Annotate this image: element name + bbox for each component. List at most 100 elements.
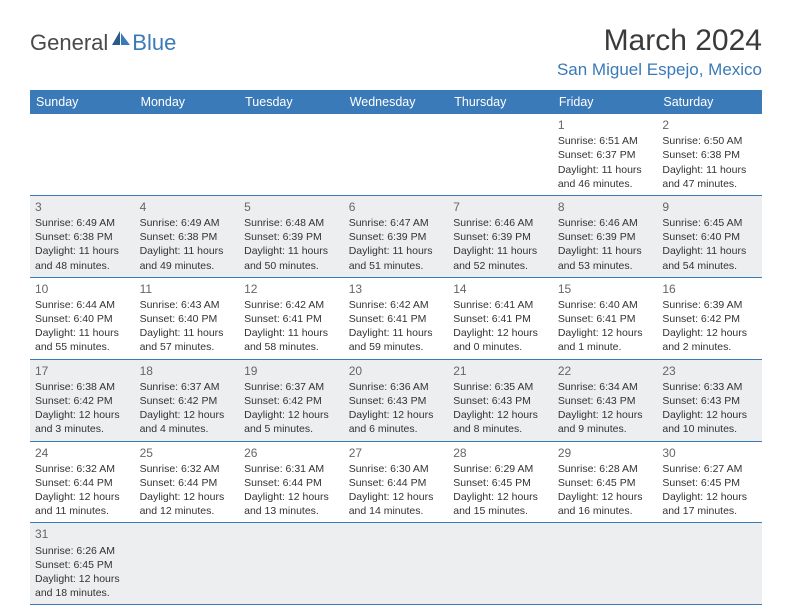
calendar-day-cell: 15Sunrise: 6:40 AMSunset: 6:41 PMDayligh… — [553, 277, 658, 359]
calendar-day-cell: 17Sunrise: 6:38 AMSunset: 6:42 PMDayligh… — [30, 359, 135, 441]
sunrise-text: Sunrise: 6:27 AM — [662, 462, 757, 476]
daylight-text: Daylight: 12 hours and 8 minutes. — [453, 408, 548, 436]
sunset-text: Sunset: 6:43 PM — [453, 394, 548, 408]
calendar-day-cell: 26Sunrise: 6:31 AMSunset: 6:44 PMDayligh… — [239, 441, 344, 523]
day-number: 17 — [35, 363, 130, 379]
sunset-text: Sunset: 6:39 PM — [244, 230, 339, 244]
sunrise-text: Sunrise: 6:36 AM — [349, 380, 444, 394]
day-number: 5 — [244, 199, 339, 215]
calendar-day-cell: 16Sunrise: 6:39 AMSunset: 6:42 PMDayligh… — [657, 277, 762, 359]
sunrise-text: Sunrise: 6:46 AM — [558, 216, 653, 230]
day-header: Friday — [553, 90, 658, 114]
sunset-text: Sunset: 6:40 PM — [140, 312, 235, 326]
sunset-text: Sunset: 6:39 PM — [453, 230, 548, 244]
calendar-header-row: SundayMondayTuesdayWednesdayThursdayFrid… — [30, 90, 762, 114]
sunrise-text: Sunrise: 6:35 AM — [453, 380, 548, 394]
sunrise-text: Sunrise: 6:44 AM — [35, 298, 130, 312]
daylight-text: Daylight: 12 hours and 14 minutes. — [349, 490, 444, 518]
calendar-day-cell: 22Sunrise: 6:34 AMSunset: 6:43 PMDayligh… — [553, 359, 658, 441]
day-number: 29 — [558, 445, 653, 461]
day-number: 6 — [349, 199, 444, 215]
calendar-day-cell: 24Sunrise: 6:32 AMSunset: 6:44 PMDayligh… — [30, 441, 135, 523]
daylight-text: Daylight: 11 hours and 57 minutes. — [140, 326, 235, 354]
sunrise-text: Sunrise: 6:45 AM — [662, 216, 757, 230]
daylight-text: Daylight: 12 hours and 15 minutes. — [453, 490, 548, 518]
calendar-day-cell — [135, 523, 240, 605]
day-number: 9 — [662, 199, 757, 215]
daylight-text: Daylight: 11 hours and 46 minutes. — [558, 163, 653, 191]
day-number: 23 — [662, 363, 757, 379]
day-number: 13 — [349, 281, 444, 297]
sunset-text: Sunset: 6:45 PM — [662, 476, 757, 490]
day-number: 30 — [662, 445, 757, 461]
daylight-text: Daylight: 12 hours and 3 minutes. — [35, 408, 130, 436]
daylight-text: Daylight: 11 hours and 52 minutes. — [453, 244, 548, 272]
calendar-day-cell: 19Sunrise: 6:37 AMSunset: 6:42 PMDayligh… — [239, 359, 344, 441]
day-header: Saturday — [657, 90, 762, 114]
calendar-day-cell: 10Sunrise: 6:44 AMSunset: 6:40 PMDayligh… — [30, 277, 135, 359]
page-title: March 2024 — [557, 24, 762, 58]
day-header: Monday — [135, 90, 240, 114]
day-number: 3 — [35, 199, 130, 215]
daylight-text: Daylight: 12 hours and 17 minutes. — [662, 490, 757, 518]
daylight-text: Daylight: 11 hours and 54 minutes. — [662, 244, 757, 272]
sunset-text: Sunset: 6:42 PM — [35, 394, 130, 408]
day-number: 18 — [140, 363, 235, 379]
calendar-day-cell — [448, 523, 553, 605]
day-header: Wednesday — [344, 90, 449, 114]
calendar-day-cell: 8Sunrise: 6:46 AMSunset: 6:39 PMDaylight… — [553, 195, 658, 277]
calendar-body: 1Sunrise: 6:51 AMSunset: 6:37 PMDaylight… — [30, 114, 762, 605]
calendar-day-cell: 5Sunrise: 6:48 AMSunset: 6:39 PMDaylight… — [239, 195, 344, 277]
calendar-day-cell: 6Sunrise: 6:47 AMSunset: 6:39 PMDaylight… — [344, 195, 449, 277]
calendar-day-cell — [344, 523, 449, 605]
sunrise-text: Sunrise: 6:49 AM — [140, 216, 235, 230]
calendar-day-cell — [30, 114, 135, 195]
calendar-week-row: 17Sunrise: 6:38 AMSunset: 6:42 PMDayligh… — [30, 359, 762, 441]
calendar-day-cell: 20Sunrise: 6:36 AMSunset: 6:43 PMDayligh… — [344, 359, 449, 441]
day-header: Thursday — [448, 90, 553, 114]
calendar-day-cell — [135, 114, 240, 195]
daylight-text: Daylight: 11 hours and 48 minutes. — [35, 244, 130, 272]
calendar-week-row: 10Sunrise: 6:44 AMSunset: 6:40 PMDayligh… — [30, 277, 762, 359]
day-number: 4 — [140, 199, 235, 215]
sunset-text: Sunset: 6:42 PM — [662, 312, 757, 326]
sunset-text: Sunset: 6:45 PM — [453, 476, 548, 490]
sunrise-text: Sunrise: 6:37 AM — [244, 380, 339, 394]
day-number: 2 — [662, 117, 757, 133]
sunrise-text: Sunrise: 6:29 AM — [453, 462, 548, 476]
sunrise-text: Sunrise: 6:32 AM — [35, 462, 130, 476]
sunset-text: Sunset: 6:38 PM — [140, 230, 235, 244]
sunset-text: Sunset: 6:44 PM — [244, 476, 339, 490]
daylight-text: Daylight: 12 hours and 16 minutes. — [558, 490, 653, 518]
daylight-text: Daylight: 11 hours and 53 minutes. — [558, 244, 653, 272]
calendar-day-cell: 30Sunrise: 6:27 AMSunset: 6:45 PMDayligh… — [657, 441, 762, 523]
daylight-text: Daylight: 11 hours and 50 minutes. — [244, 244, 339, 272]
calendar-day-cell — [657, 523, 762, 605]
sunset-text: Sunset: 6:38 PM — [662, 148, 757, 162]
sunset-text: Sunset: 6:43 PM — [662, 394, 757, 408]
sunrise-text: Sunrise: 6:42 AM — [244, 298, 339, 312]
calendar-day-cell — [553, 523, 658, 605]
calendar-day-cell: 18Sunrise: 6:37 AMSunset: 6:42 PMDayligh… — [135, 359, 240, 441]
calendar-table: SundayMondayTuesdayWednesdayThursdayFrid… — [30, 90, 762, 605]
calendar-day-cell: 28Sunrise: 6:29 AMSunset: 6:45 PMDayligh… — [448, 441, 553, 523]
sunset-text: Sunset: 6:37 PM — [558, 148, 653, 162]
daylight-text: Daylight: 11 hours and 55 minutes. — [35, 326, 130, 354]
daylight-text: Daylight: 11 hours and 49 minutes. — [140, 244, 235, 272]
sunrise-text: Sunrise: 6:43 AM — [140, 298, 235, 312]
calendar-day-cell — [448, 114, 553, 195]
daylight-text: Daylight: 12 hours and 9 minutes. — [558, 408, 653, 436]
daylight-text: Daylight: 11 hours and 58 minutes. — [244, 326, 339, 354]
daylight-text: Daylight: 12 hours and 2 minutes. — [662, 326, 757, 354]
daylight-text: Daylight: 12 hours and 5 minutes. — [244, 408, 339, 436]
calendar-day-cell: 4Sunrise: 6:49 AMSunset: 6:38 PMDaylight… — [135, 195, 240, 277]
sunset-text: Sunset: 6:44 PM — [349, 476, 444, 490]
day-number: 16 — [662, 281, 757, 297]
day-number: 31 — [35, 526, 130, 542]
sunset-text: Sunset: 6:44 PM — [140, 476, 235, 490]
calendar-week-row: 31Sunrise: 6:26 AMSunset: 6:45 PMDayligh… — [30, 523, 762, 605]
calendar-day-cell: 21Sunrise: 6:35 AMSunset: 6:43 PMDayligh… — [448, 359, 553, 441]
sunrise-text: Sunrise: 6:26 AM — [35, 544, 130, 558]
calendar-day-cell: 7Sunrise: 6:46 AMSunset: 6:39 PMDaylight… — [448, 195, 553, 277]
sunrise-text: Sunrise: 6:34 AM — [558, 380, 653, 394]
